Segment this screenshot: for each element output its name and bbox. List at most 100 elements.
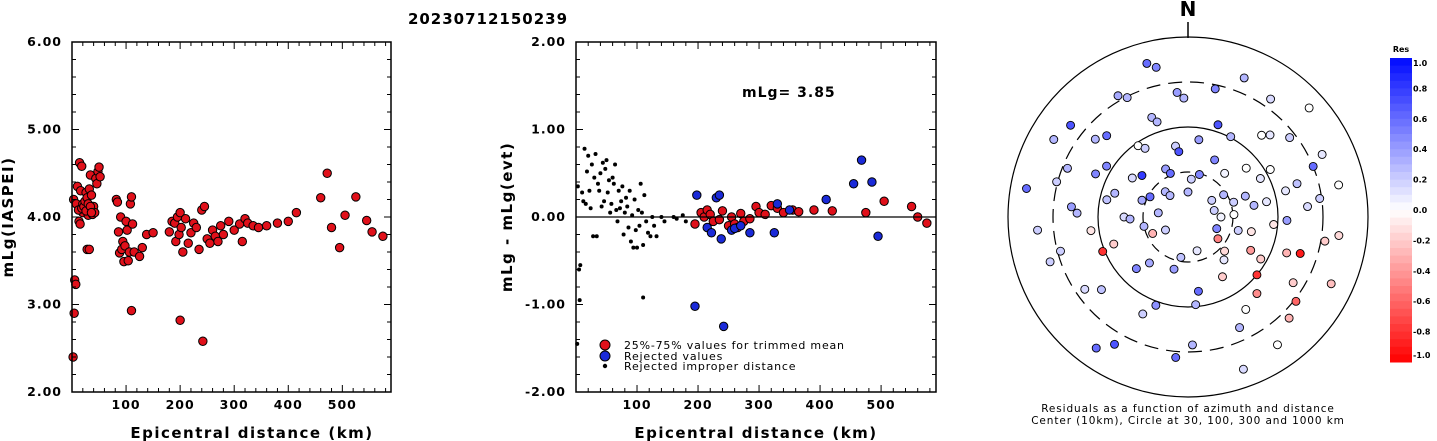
data-point (351, 192, 361, 202)
y-tick-label: -2.00 (525, 384, 566, 399)
x-tick-label: 300 (220, 397, 249, 412)
legend-marker-improper (602, 363, 608, 369)
residual-point (1239, 73, 1249, 83)
residual-point (1176, 252, 1186, 262)
data-point (577, 298, 582, 303)
residual-point (1142, 58, 1152, 68)
data-point (627, 188, 632, 193)
data-point (322, 168, 332, 178)
residual-point (1252, 289, 1262, 298)
data-point (126, 305, 137, 316)
data-point (714, 190, 725, 200)
residual-point (1186, 174, 1196, 184)
data-point (175, 315, 185, 325)
data-point (690, 301, 700, 311)
residual-point (1091, 169, 1101, 179)
residual-point (1226, 132, 1236, 142)
y-tick-label: 2.00 (531, 34, 566, 49)
residual-point (1179, 93, 1189, 103)
y-tick-label: 4.00 (27, 209, 62, 224)
colorbar-ticks: 1.0 0.8 0.6 0.4 0.2 0.0 -0.2 -0.4 -0.6 -0.8 -1.0 (1413, 59, 1431, 360)
data-point (584, 169, 589, 174)
colorbar-cell (1390, 126, 1412, 135)
colorbar-cell (1390, 217, 1412, 226)
data-point (633, 228, 638, 233)
colorbar-cell (1390, 134, 1412, 143)
data-point (609, 201, 614, 206)
residual-point (1063, 163, 1072, 173)
data-point (644, 219, 649, 224)
data-point (784, 205, 795, 215)
colorbar-cell (1390, 263, 1412, 272)
residual-point (1192, 246, 1202, 256)
residual-point (1213, 234, 1223, 244)
data-point (229, 225, 239, 235)
data-point (635, 245, 640, 250)
residual-point (1056, 246, 1065, 256)
residual-point (1145, 192, 1155, 202)
data-point (605, 190, 610, 195)
data-point (199, 201, 210, 212)
residual-point (1022, 184, 1031, 193)
data-point (628, 239, 633, 244)
residual-point (1072, 208, 1082, 218)
colorbar-cell (1390, 210, 1412, 219)
residual-point (1153, 208, 1163, 218)
residual-point (1102, 131, 1112, 141)
polar-points (1022, 58, 1344, 374)
data-point (134, 251, 145, 262)
data-point (164, 227, 175, 237)
x-tick-label: 200 (166, 397, 195, 412)
residual-point (1113, 91, 1123, 101)
residual-point (1207, 195, 1217, 205)
polar-caption-line1: Residuals as a function of azimuth and d… (1041, 403, 1335, 415)
data-point (620, 184, 625, 189)
residual-point (1188, 340, 1197, 350)
data-point (613, 162, 618, 167)
colorbar-cell (1390, 156, 1412, 165)
data-point (617, 206, 622, 211)
y-tick-label: -1.00 (525, 297, 566, 312)
residual-point (1091, 343, 1101, 353)
colorbar-tick-label: -0.2 (1413, 236, 1431, 245)
residual-point (1045, 257, 1055, 267)
polar-caption-line2: Center (10km), Circle at 30, 100, 300 an… (1031, 415, 1345, 427)
data-point (611, 181, 616, 186)
legend-label-rejected: Rejected values (624, 350, 723, 363)
plot1-xlabel: Epicentral distance (km) (130, 424, 373, 441)
data-point (283, 216, 293, 227)
residual-point (1161, 225, 1170, 235)
data-point (648, 234, 653, 239)
data-point (598, 171, 603, 176)
colorbar-cell (1390, 301, 1412, 310)
colorbar-tick-label: -1.0 (1413, 351, 1431, 360)
data-point (736, 208, 746, 219)
data-point (630, 213, 635, 218)
colorbar-cell (1390, 103, 1412, 112)
data-point (261, 221, 272, 231)
data-point (86, 190, 97, 200)
residual-point (1334, 231, 1344, 240)
data-point (922, 218, 932, 228)
data-point (122, 225, 132, 235)
residual-point (1183, 187, 1193, 197)
residual-point (1273, 340, 1282, 350)
data-point (683, 219, 688, 224)
residual-point (1209, 206, 1219, 215)
x-tick-label: 300 (745, 397, 774, 412)
residual-point (1144, 258, 1154, 268)
colorbar-cell (1390, 194, 1412, 203)
colorbar-tick-label: 0.2 (1413, 176, 1427, 185)
colorbar-tick-label: 0.6 (1413, 115, 1428, 124)
colorbar-cell (1390, 339, 1412, 348)
residual-point (1066, 120, 1076, 130)
data-point (69, 308, 79, 318)
colorbar-cell (1390, 225, 1412, 234)
residual-point (1238, 364, 1248, 374)
data-point (597, 188, 602, 193)
residual-point (1229, 197, 1239, 207)
data-point (639, 210, 644, 215)
data-point (77, 161, 87, 171)
data-point (361, 215, 372, 226)
